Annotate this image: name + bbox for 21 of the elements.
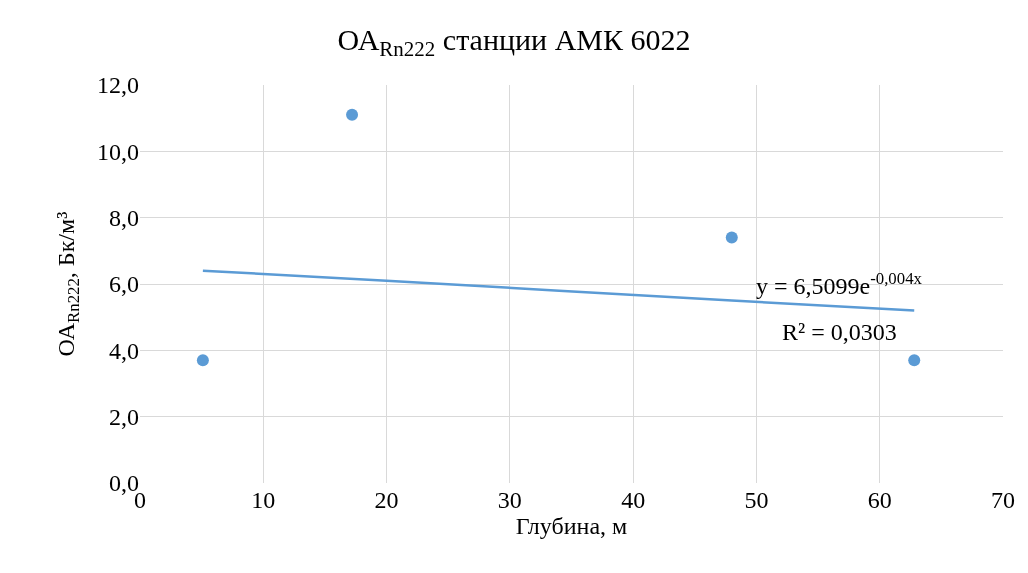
annotation: y = 6,5099e$^{-0,004x}$ — [756, 269, 923, 300]
y-tick-label: 6,0 — [109, 271, 139, 298]
y-tick-label: 2,0 — [109, 404, 139, 431]
point — [725, 231, 738, 244]
chart-title: ОА$_{Rn222}$ станции АМК 6022 — [337, 22, 691, 61]
y-tick-label: 10,0 — [97, 138, 139, 165]
y-tick-label: 4,0 — [109, 337, 139, 364]
x-tick-label: 20 — [374, 487, 399, 513]
x-tick-label: 40 — [621, 487, 646, 513]
x-tick-label: 10 — [251, 487, 276, 513]
point — [908, 354, 921, 367]
x-tick-label: 50 — [744, 487, 769, 513]
annotation: R² = 0,0303 — [782, 319, 897, 345]
y-tick-label: 12,0 — [97, 72, 139, 99]
x-tick-label: 30 — [497, 487, 522, 513]
point — [346, 108, 359, 121]
x-tick-label: 60 — [867, 487, 892, 513]
x-axis-title: Глубина, м — [515, 513, 628, 539]
x-tick-label: 70 — [991, 487, 1015, 513]
point — [196, 354, 209, 367]
y-tick-label: 8,0 — [109, 205, 139, 232]
